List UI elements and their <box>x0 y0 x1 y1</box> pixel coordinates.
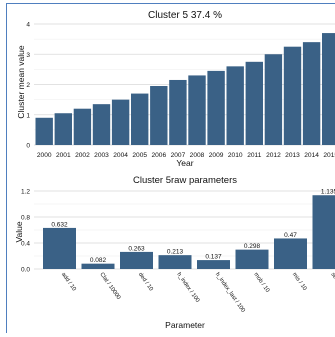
bottom-y-tick-label: 0.0 <box>21 267 30 274</box>
bottom-y-ticks: 0.0 0.4 0.8 1.2 <box>21 189 30 274</box>
top-bar <box>169 79 187 145</box>
top-x-tick-label: 2009 <box>209 152 224 159</box>
top-x-tick-label: 2001 <box>56 152 71 159</box>
top-x-tick-label: 2015 <box>323 152 335 159</box>
bottom-x-tick-label: sec / 10 <box>329 272 335 292</box>
top-bar <box>264 54 283 145</box>
top-x-tick-label: 2013 <box>285 152 300 159</box>
bottom-x-tick-label: h_index_last / 100 <box>214 272 246 314</box>
bottom-data-label: 0.632 <box>51 221 68 228</box>
top-x-tick-label: 2005 <box>132 152 147 159</box>
bottom-bar <box>120 251 153 269</box>
top-chart-title: Cluster 5 37.4 % <box>148 10 222 21</box>
top-y-tick-label: 1 <box>26 112 30 119</box>
figure-frame <box>6 3 335 333</box>
top-bar <box>226 66 244 145</box>
top-x-tick-label: 2003 <box>94 152 109 159</box>
top-x-tick-label: 2012 <box>266 152 281 159</box>
top-bar <box>54 113 72 145</box>
bottom-data-label: 0.263 <box>128 245 145 252</box>
top-x-tick-label: 2006 <box>151 152 166 159</box>
bottom-x-tick-label: ded / 10 <box>137 272 154 293</box>
bottom-data-labels: 0.632 0.082 0.263 0.213 0.137 0.298 0.47 1.135 <box>51 189 335 264</box>
top-x-tick-label: 2004 <box>113 152 128 159</box>
bottom-bar <box>81 263 115 269</box>
top-x-tick-label: 2007 <box>171 152 186 159</box>
top-bar <box>111 99 130 145</box>
bottom-x-axis-label: Parameter <box>165 320 205 330</box>
bottom-bar <box>158 255 192 269</box>
top-bar <box>131 93 149 145</box>
bottom-bar <box>43 227 76 269</box>
top-x-tick-label: 2008 <box>190 152 205 159</box>
top-x-tick-label: 2014 <box>304 152 319 159</box>
top-y-tick-label: 4 <box>26 22 30 29</box>
bottom-bar <box>312 195 335 269</box>
bottom-y-tick-label: 0.8 <box>21 215 30 222</box>
top-x-tick-label: 2000 <box>37 152 52 159</box>
top-bar <box>322 33 335 146</box>
top-bars <box>35 33 335 146</box>
top-x-ticks: 2000 2001 2002 2003 2004 2005 2006 2007 2008 2009… <box>37 152 335 159</box>
top-x-axis-label: Year <box>176 158 193 168</box>
bottom-bar <box>274 238 307 269</box>
top-bar <box>302 42 321 145</box>
top-x-tick-label: 2002 <box>75 152 90 159</box>
bottom-chart-title: Cluster 5raw parameters <box>133 175 237 186</box>
top-y-tick-label: 3 <box>26 52 30 59</box>
bottom-bars <box>43 195 335 269</box>
top-y-axis-label: Cluster mean value <box>16 45 26 119</box>
top-bar <box>73 108 92 145</box>
chart-bottom: Cluster 5raw parameters 0.0 0.4 0.8 1.2 0.6… <box>14 175 335 330</box>
top-y-tick-label: 2 <box>26 82 30 89</box>
bottom-data-label: 0.082 <box>90 257 107 264</box>
top-bar <box>188 75 206 145</box>
bottom-x-tick-label: h_index / 100 <box>175 272 200 304</box>
top-y-tick-label: 0 <box>26 143 30 150</box>
bottom-data-label: 0.213 <box>167 249 184 256</box>
top-bar <box>283 46 302 145</box>
bottom-bar <box>197 260 230 269</box>
top-bar <box>35 117 53 145</box>
bottom-y-axis-label: Value <box>14 221 24 242</box>
top-bar <box>150 86 168 145</box>
bottom-data-label: 0.298 <box>244 243 261 250</box>
bottom-x-tick-label: add / 10 <box>60 272 77 293</box>
bottom-x-ticks: add / 10 Clat / 10000 ded / 10 h_index / 10… <box>60 272 335 314</box>
top-bar <box>92 104 111 145</box>
bottom-bar <box>235 249 269 269</box>
bottom-x-tick-label: mis / 10 <box>291 272 308 292</box>
bottom-y-tick-label: 1.2 <box>21 189 30 196</box>
top-bar <box>207 70 225 145</box>
top-x-tick-label: 2010 <box>228 152 243 159</box>
bottom-x-tick-label: Clat / 10000 <box>98 272 121 301</box>
bottom-x-tick-label: mob / 10 <box>252 272 270 294</box>
bottom-data-label: 0.47 <box>284 232 297 239</box>
bottom-y-tick-label: 0.4 <box>21 241 30 248</box>
top-x-tick-label: 2011 <box>247 152 262 159</box>
bottom-data-label: 0.137 <box>205 254 222 261</box>
bottom-data-label: 1.135 <box>321 189 335 196</box>
top-bar <box>245 61 263 145</box>
top-y-ticks: 0 1 2 3 4 <box>26 22 30 150</box>
